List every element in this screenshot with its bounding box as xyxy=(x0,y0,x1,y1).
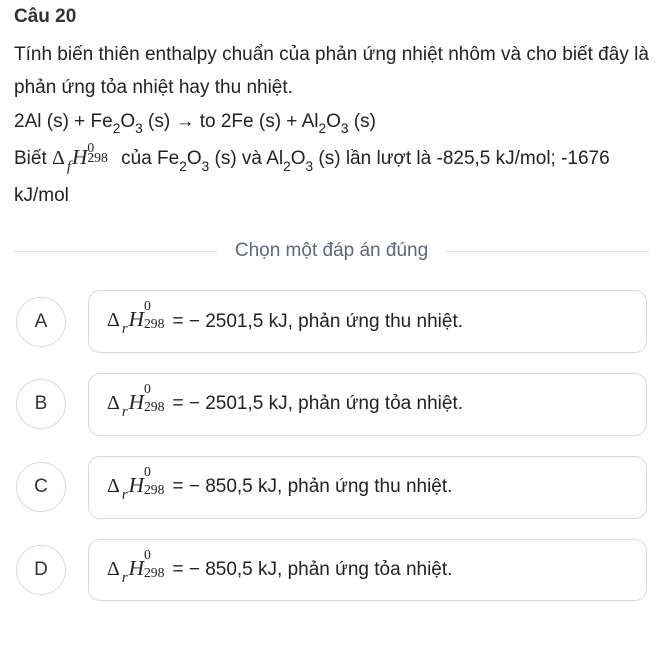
subscript-2: 2 xyxy=(179,159,187,174)
eq-part: (s) xyxy=(349,111,376,132)
option-a[interactable]: A ΔrH0298 = − 2501,5 kJ, phản ứng thu nh… xyxy=(16,290,647,353)
divider-line xyxy=(446,251,649,252)
option-text: = − 2501,5 kJ, phản ứng thu nhiệt. xyxy=(172,311,463,333)
option-letter-b[interactable]: B xyxy=(16,379,66,429)
option-b[interactable]: B ΔrH0298 = − 2501,5 kJ, phản ứng tỏa nh… xyxy=(16,373,647,436)
divider-line xyxy=(14,251,217,252)
text-part: O xyxy=(291,148,306,169)
option-answer-a[interactable]: ΔrH0298 = − 2501,5 kJ, phản ứng thu nhiệ… xyxy=(88,290,647,353)
divider: Chọn một đáp án đúng xyxy=(14,240,649,262)
option-d[interactable]: D ΔrH0298 = − 850,5 kJ, phản ứng tỏa nhi… xyxy=(16,539,647,602)
option-letter-c[interactable]: C xyxy=(16,462,66,512)
delta-rH-symbol: ΔrH0298 xyxy=(107,390,172,419)
text-part: (s) và Al xyxy=(209,148,283,169)
text-part: của Fe xyxy=(116,148,179,169)
question-text: Tính biến thiên enthalpy chuẩn của phản … xyxy=(14,44,649,98)
question-body: Tính biến thiên enthalpy chuẩn của phản … xyxy=(14,38,649,212)
subscript-3: 3 xyxy=(135,121,143,136)
divider-label: Chọn một đáp án đúng xyxy=(217,240,446,262)
subscript-3: 3 xyxy=(306,159,314,174)
options-list: A ΔrH0298 = − 2501,5 kJ, phản ứng thu nh… xyxy=(14,290,649,601)
option-answer-c[interactable]: ΔrH0298 = − 850,5 kJ, phản ứng thu nhiệt… xyxy=(88,456,647,519)
delta-rH-symbol: ΔrH0298 xyxy=(107,307,172,336)
eq-part: O xyxy=(120,111,135,132)
subscript-2: 2 xyxy=(113,121,121,136)
option-answer-b[interactable]: ΔrH0298 = − 2501,5 kJ, phản ứng tỏa nhiệ… xyxy=(88,373,647,436)
delta-fH-symbol: ΔfH0298 xyxy=(52,139,116,179)
eq-part: O xyxy=(326,111,341,132)
option-text: = − 850,5 kJ, phản ứng thu nhiệt. xyxy=(172,476,452,498)
delta-rH-symbol: ΔrH0298 xyxy=(107,556,172,585)
subscript-2: 2 xyxy=(283,159,291,174)
question-title: Câu 20 xyxy=(14,6,649,28)
equation: 2Al (s) + Fe2O3 (s) → to 2Fe (s) + Al2O3… xyxy=(14,111,376,132)
eq-part: 2Al (s) + Fe xyxy=(14,111,113,132)
given-data: Biết ΔfH0298 của Fe2O3 (s) và Al2O3 (s) … xyxy=(14,148,610,206)
text-part: O xyxy=(187,148,202,169)
subscript-3: 3 xyxy=(202,159,210,174)
delta-rH-symbol: ΔrH0298 xyxy=(107,473,172,502)
option-text: = − 850,5 kJ, phản ứng tỏa nhiệt. xyxy=(172,559,452,581)
option-text: = − 2501,5 kJ, phản ứng tỏa nhiệt. xyxy=(172,393,463,415)
option-c[interactable]: C ΔrH0298 = − 850,5 kJ, phản ứng thu nhi… xyxy=(16,456,647,519)
subscript-2: 2 xyxy=(319,121,327,136)
option-answer-d[interactable]: ΔrH0298 = − 850,5 kJ, phản ứng tỏa nhiệt… xyxy=(88,539,647,602)
eq-part: (s) → to 2Fe (s) + Al xyxy=(143,111,319,132)
subscript-3: 3 xyxy=(341,121,349,136)
option-letter-a[interactable]: A xyxy=(16,297,66,347)
option-letter-d[interactable]: D xyxy=(16,545,66,595)
text-part: Biết xyxy=(14,148,52,169)
